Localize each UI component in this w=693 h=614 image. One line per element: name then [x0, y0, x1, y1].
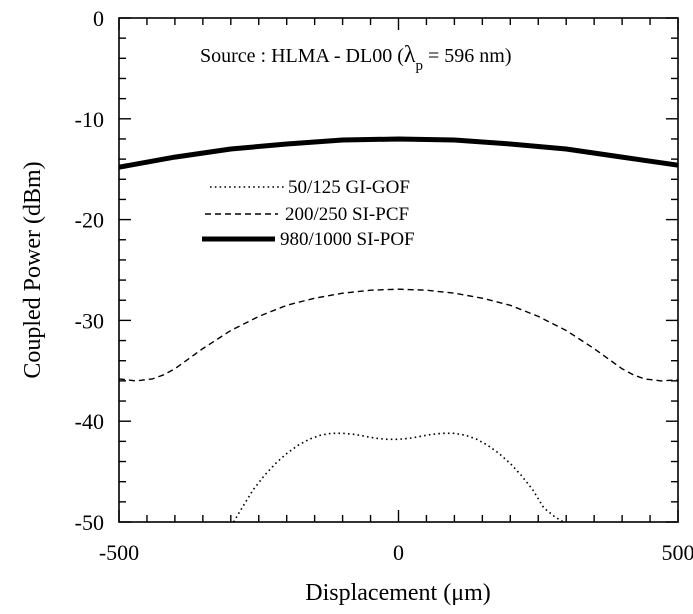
legend-label-sipof: 980/1000 SI-POF — [280, 229, 415, 250]
legend-label-sipcf: 200/250 SI-PCF — [285, 204, 409, 225]
y-tick-label: -50 — [75, 510, 104, 535]
y-tick-label: 0 — [93, 6, 104, 31]
x-tick-label: 0 — [393, 540, 404, 565]
series-line-1 — [118, 288, 679, 382]
annotation-suffix: = 596 nm) — [423, 45, 512, 67]
x-tick-label: 500 — [662, 540, 693, 565]
tick-labels: -500 0 500 0 -10 -20 -30 -40 -50 — [75, 6, 693, 565]
x-tick-label: -500 — [99, 540, 139, 565]
series-line-0 — [232, 432, 564, 523]
y-tick-label: -20 — [75, 208, 104, 233]
y-tick-label: -40 — [75, 409, 104, 434]
y-tick-label: -10 — [75, 107, 104, 132]
y-axis-title: Coupled Power (dBm) — [20, 161, 46, 378]
annotation-prefix: Source : HLMA - DL00 ( — [200, 45, 404, 67]
legend-label-gigof: 50/125 GI-GOF — [288, 177, 410, 198]
x-axis-title: Displacement (μm) — [305, 580, 490, 606]
annotation-lambda: λ — [404, 42, 416, 68]
source-annotation: Source : HLMA - DL00 (λp = 596 nm) — [200, 42, 512, 74]
annotation-subscript: p — [416, 58, 424, 74]
legend: 50/125 GI-GOF 200/250 SI-PCF 980/1000 SI… — [202, 177, 415, 250]
series-line-2 — [118, 136, 679, 170]
ticks — [118, 17, 679, 523]
plot-frame — [118, 17, 679, 523]
y-tick-label: -30 — [75, 308, 104, 333]
series-layer — [118, 136, 679, 523]
